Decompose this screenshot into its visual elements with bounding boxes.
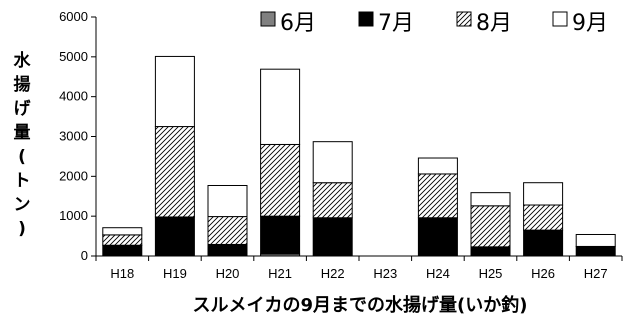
bar-segment-H24-s3 — [417, 157, 458, 175]
y-axis-label-char: ト — [14, 171, 31, 191]
bar-segment-H22-s1 — [312, 217, 353, 257]
x-tick-label: H20 — [216, 266, 240, 281]
x-tick-label: H19 — [163, 266, 187, 281]
y-axis-label-char: 水 — [14, 50, 32, 71]
x-tick-label: H18 — [110, 266, 134, 281]
bar-segment-H21-s3 — [260, 68, 301, 145]
bar-segment-H19-s3 — [154, 55, 195, 128]
bar-segment-H22-s3 — [312, 141, 353, 184]
x-tick-label: H23 — [373, 266, 397, 281]
x-tick-label: H21 — [268, 266, 292, 281]
bar-segment-H26-s2 — [523, 204, 564, 231]
bar-segment-H18-s3 — [102, 227, 143, 236]
y-tick-label: 4000 — [59, 89, 88, 104]
y-tick-label: 0 — [81, 248, 88, 263]
legend-swatch-0 — [260, 11, 276, 27]
bar-segment-H18-s1 — [102, 244, 143, 257]
chart-legend: 6月 7月 8月 9月 — [260, 11, 608, 36]
y-axis-label-char: ) — [18, 219, 26, 239]
bar-segment-H25-s2 — [470, 205, 511, 248]
y-axis-label-char: 量 — [14, 122, 31, 143]
legend-label-2: 8月 — [476, 11, 512, 36]
legend-label-1: 7月 — [378, 11, 414, 36]
x-axis-ticks: H18 H19 H20 H21 H22 H23 H24 H25 H26 H27 — [95, 256, 623, 281]
bar-segment-H20-s2 — [207, 216, 248, 245]
y-axis-ticks: 0 1000 2000 3000 4000 5000 6000 — [59, 9, 96, 263]
x-tick-label: H26 — [531, 266, 555, 281]
bar-segment-H21-s1 — [260, 215, 301, 255]
bar-segment-H20-s1 — [207, 243, 248, 257]
y-axis-label-char: げ — [14, 99, 32, 119]
y-axis-label-char: 揚 — [14, 75, 31, 95]
legend-label-0: 6月 — [280, 11, 316, 36]
y-axis-label: 水揚げ量 ( トン) — [14, 50, 32, 239]
bar-segment-H27-s3 — [575, 233, 616, 247]
x-tick-label: H22 — [321, 266, 345, 281]
bar-group — [102, 55, 616, 257]
bar-segment-H18-s2 — [102, 234, 143, 246]
y-axis-label-char: ( — [18, 147, 26, 167]
bar-segment-H24-s2 — [417, 173, 458, 219]
bar-segment-H24-s1 — [417, 217, 458, 257]
bar-segment-H25-s3 — [470, 192, 511, 207]
x-tick-label: H27 — [584, 266, 608, 281]
bar-segment-H26-s1 — [523, 229, 564, 257]
y-tick-label: 1000 — [59, 208, 88, 223]
legend-swatch-1 — [358, 11, 374, 27]
y-tick-label: 6000 — [59, 9, 88, 24]
legend-swatch-3 — [552, 11, 568, 27]
y-axis-label-char: ン — [14, 195, 31, 215]
legend-swatch-2 — [456, 11, 472, 27]
bar-segment-H19-s1 — [154, 216, 195, 257]
x-tick-label: H24 — [426, 266, 450, 281]
x-axis-label: スルメイカの9月までの水揚げ量(いか釣) — [193, 294, 528, 316]
y-tick-label: 5000 — [59, 49, 88, 64]
y-tick-label: 2000 — [59, 168, 88, 183]
x-tick-label: H25 — [479, 266, 503, 281]
bar-segment-H27-s1 — [575, 245, 616, 257]
y-tick-label: 3000 — [59, 129, 88, 144]
bar-segment-H20-s3 — [207, 184, 248, 218]
bar-segment-H21-s2 — [260, 143, 301, 217]
bar-segment-H26-s3 — [523, 182, 564, 206]
bar-segment-H25-s1 — [470, 246, 511, 257]
legend-label-3: 9月 — [572, 11, 608, 36]
bar-segment-H19-s2 — [154, 126, 195, 218]
bar-segment-H22-s2 — [312, 182, 353, 219]
